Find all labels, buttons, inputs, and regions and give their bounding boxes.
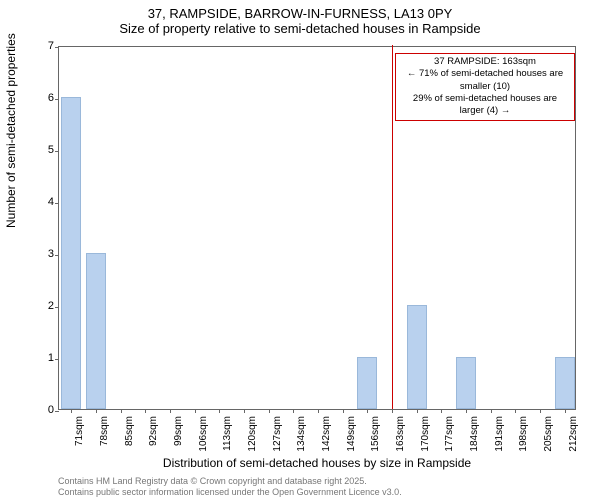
bar [357,357,377,409]
ytick-mark [55,411,59,412]
footer-line1: Contains HM Land Registry data © Crown c… [58,476,402,487]
xtick-mark [96,409,97,413]
xtick-mark [170,409,171,413]
xtick-label: 78sqm [99,416,110,446]
title-line2: Size of property relative to semi-detach… [0,21,600,36]
xtick-label: 212sqm [568,416,579,452]
xtick-label: 113sqm [222,416,233,451]
xtick-mark [540,409,541,413]
bar [407,305,427,409]
xtick-label: 184sqm [469,416,480,452]
xtick-label: 191sqm [494,416,505,452]
ytick-label: 1 [34,352,54,364]
xtick-mark [244,409,245,413]
xtick-mark [269,409,270,413]
bar [555,357,575,409]
ytick-label: 6 [34,92,54,104]
xtick-label: 198sqm [518,416,529,452]
xtick-mark [565,409,566,413]
xtick-label: 170sqm [420,416,431,452]
annotation-box: 37 RAMPSIDE: 163sqm← 71% of semi-detache… [395,53,575,121]
bar [61,97,81,409]
annotation-line2: ← 71% of semi-detached houses are smalle… [401,68,569,93]
xtick-label: 120sqm [247,416,258,452]
xtick-mark [466,409,467,413]
xtick-mark [195,409,196,413]
ytick-label: 7 [34,40,54,52]
chart-plot-area: 37 RAMPSIDE: 163sqm← 71% of semi-detache… [58,46,576,410]
bar [456,357,476,409]
xtick-label: 142sqm [321,416,332,452]
ytick-mark [55,255,59,256]
chart-title: 37, RAMPSIDE, BARROW-IN-FURNESS, LA13 0P… [0,0,600,36]
bar [86,253,106,409]
footer-line2: Contains public sector information licen… [58,487,402,498]
xtick-label: 156sqm [370,416,381,452]
xtick-mark [515,409,516,413]
xtick-mark [145,409,146,413]
xtick-label: 127sqm [272,416,283,452]
xtick-label: 205sqm [543,416,554,452]
xtick-label: 149sqm [346,416,357,452]
xtick-label: 106sqm [198,416,209,452]
ytick-mark [55,47,59,48]
ytick-mark [55,359,59,360]
annotation-line3: 29% of semi-detached houses are larger (… [401,93,569,118]
xtick-label: 99sqm [173,416,184,446]
xtick-mark [392,409,393,413]
ytick-mark [55,151,59,152]
xtick-mark [121,409,122,413]
ytick-mark [55,99,59,100]
ytick-mark [55,203,59,204]
ytick-label: 5 [34,144,54,156]
ytick-label: 0 [34,404,54,416]
xtick-mark [491,409,492,413]
xtick-label: 177sqm [444,416,455,452]
ytick-mark [55,307,59,308]
ytick-label: 2 [34,300,54,312]
x-axis-label: Distribution of semi-detached houses by … [58,456,576,470]
xtick-mark [219,409,220,413]
y-axis-label: Number of semi-detached properties [4,33,18,228]
xtick-mark [343,409,344,413]
xtick-label: 163sqm [395,416,406,452]
title-line1: 37, RAMPSIDE, BARROW-IN-FURNESS, LA13 0P… [0,6,600,21]
xtick-label: 85sqm [124,416,135,446]
footer-attribution: Contains HM Land Registry data © Crown c… [58,476,402,499]
ytick-label: 4 [34,196,54,208]
xtick-label: 71sqm [74,416,85,446]
xtick-mark [318,409,319,413]
xtick-mark [441,409,442,413]
xtick-label: 92sqm [148,416,159,446]
xtick-mark [71,409,72,413]
xtick-label: 134sqm [296,416,307,452]
xtick-mark [417,409,418,413]
xtick-mark [367,409,368,413]
ytick-label: 3 [34,248,54,260]
reference-line [392,45,393,409]
annotation-line1: 37 RAMPSIDE: 163sqm [401,56,569,68]
xtick-mark [293,409,294,413]
